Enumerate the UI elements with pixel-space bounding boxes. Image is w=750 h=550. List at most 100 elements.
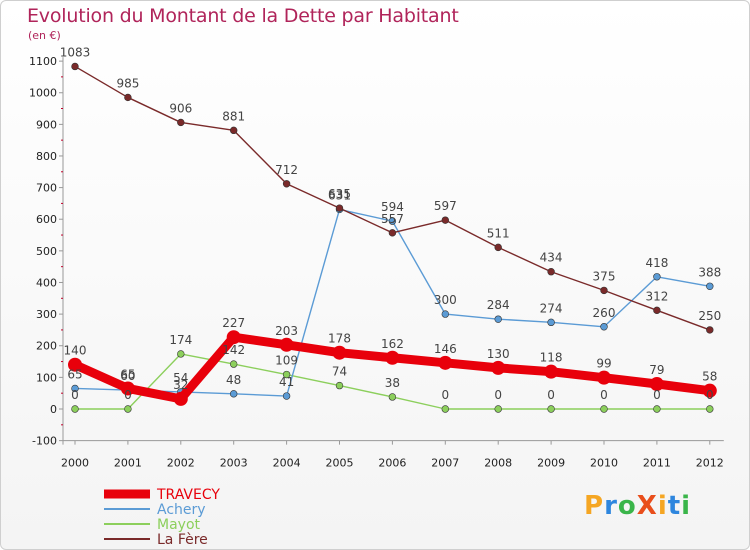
logo-letter: o [617, 491, 637, 521]
data-label: 635 [328, 187, 351, 201]
data-label: 906 [169, 101, 192, 115]
data-point [706, 405, 714, 413]
data-label: 312 [645, 289, 668, 303]
x-tick-label: 2008 [484, 457, 512, 470]
data-point [441, 405, 449, 413]
data-point [124, 405, 132, 413]
x-tick-label: 2001 [114, 457, 142, 470]
data-label: 985 [116, 76, 139, 90]
legend-label: Mayot [157, 517, 201, 533]
data-point [441, 216, 449, 224]
legend-label: TRAVECY [156, 487, 220, 503]
proxiti-logo: ProXiti [584, 491, 691, 521]
data-point [335, 381, 344, 390]
data-label: 65 [120, 367, 135, 381]
data-label: 594 [381, 200, 404, 214]
data-label: 557 [381, 212, 404, 226]
data-label: 109 [275, 354, 298, 368]
y-tick-label: 800 [36, 150, 57, 163]
data-point [600, 405, 608, 413]
data-point [702, 383, 717, 398]
data-label: 174 [169, 333, 192, 347]
legend-label: La Fère [157, 532, 208, 548]
data-point [547, 405, 555, 413]
data-point [597, 370, 611, 385]
x-tick-label: 2000 [61, 457, 89, 470]
data-point [385, 350, 400, 365]
data-label: 162 [381, 337, 404, 351]
data-point [491, 360, 506, 375]
data-label: 178 [328, 332, 351, 346]
data-point [71, 384, 79, 393]
x-tick-label: 2006 [378, 457, 406, 470]
data-label: 32 [173, 378, 188, 392]
data-point [68, 357, 82, 372]
data-label: 58 [702, 370, 717, 384]
data-label: 38 [385, 376, 400, 390]
data-point [441, 310, 449, 318]
data-point [230, 360, 238, 368]
data-label: 260 [593, 306, 616, 320]
data-label: 1083 [60, 45, 91, 59]
series-line-1 [74, 208, 711, 397]
data-point [653, 405, 661, 413]
logo-letter: P [584, 491, 605, 521]
data-label: 0 [71, 388, 79, 402]
data-point [388, 217, 397, 225]
data-label: 74 [332, 365, 347, 379]
data-label: 300 [434, 293, 457, 307]
data-label: 65 [67, 367, 82, 381]
data-label: 434 [540, 251, 563, 265]
data-point [544, 364, 559, 379]
data-point [226, 330, 241, 345]
data-label: 0 [441, 388, 449, 402]
data-label: 511 [487, 226, 510, 240]
data-point [282, 392, 291, 400]
y-tick-label: 100 [36, 371, 57, 384]
y-tick-label: 500 [36, 245, 57, 258]
data-point [230, 390, 238, 398]
data-label: 142 [222, 343, 245, 357]
data-label: 284 [487, 298, 510, 312]
data-point [600, 286, 608, 295]
x-tick-label: 2004 [273, 457, 301, 470]
data-point [279, 337, 294, 352]
data-label: 54 [173, 371, 188, 385]
data-point [494, 315, 502, 323]
logo-letter: t [667, 491, 682, 521]
data-label: 130 [487, 347, 510, 361]
y-tick-label: 0 [50, 403, 57, 416]
y-tick-label: -100 [32, 435, 57, 448]
data-point [706, 326, 714, 334]
x-tick-label: 2012 [696, 457, 724, 470]
data-point [120, 381, 135, 396]
data-label: 0 [600, 388, 608, 402]
x-tick-label: 2005 [326, 457, 354, 470]
x-tick-label: 2010 [590, 457, 618, 470]
chart-title: Evolution du Montant de la Dette par Hab… [27, 5, 459, 27]
legend-label: Achery [157, 502, 206, 518]
y-tick-label: 700 [36, 182, 57, 195]
data-label: 388 [698, 265, 721, 279]
data-label: 881 [222, 109, 245, 123]
y-tick-label: 900 [36, 118, 57, 131]
y-tick-label: 1000 [29, 87, 57, 100]
data-point [282, 370, 291, 379]
data-label: 203 [275, 324, 298, 338]
data-label: 631 [328, 188, 351, 202]
y-tick-label: 400 [36, 276, 57, 289]
y-tick-label: 600 [36, 213, 57, 226]
y-tick-label: 200 [36, 340, 57, 353]
data-label: 0 [124, 388, 132, 402]
logo-letter: r [604, 491, 618, 521]
logo-letter: i [681, 491, 692, 521]
data-label: 0 [547, 388, 555, 402]
data-point [547, 318, 555, 327]
unit-label: (en €) [28, 29, 61, 42]
data-label: 0 [706, 388, 714, 402]
data-point [494, 243, 502, 252]
data-label: 227 [222, 316, 245, 330]
data-point [438, 355, 453, 370]
